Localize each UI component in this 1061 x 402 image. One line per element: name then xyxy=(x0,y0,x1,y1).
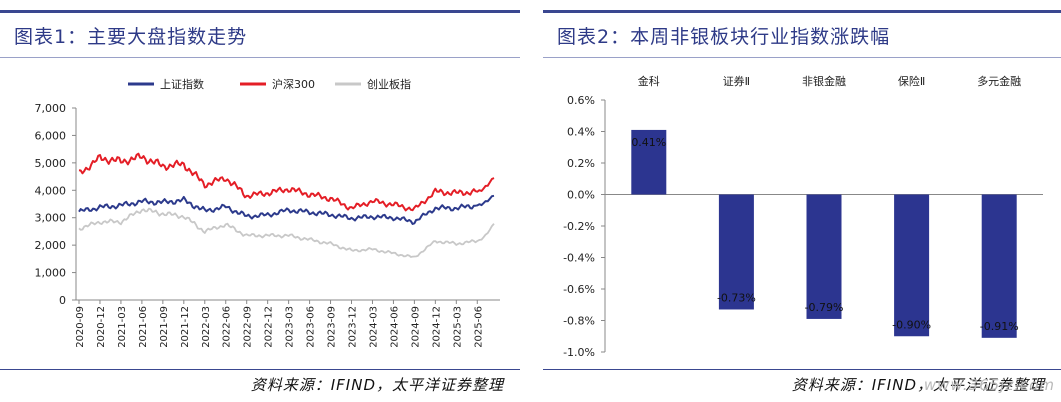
left-chart-title: 图表1：主要大盘指数走势 xyxy=(14,26,248,48)
x-tick-label: 2020-12 xyxy=(96,306,107,348)
x-tick-label: 2022-09 xyxy=(243,306,254,348)
x-tick-label: 2024-06 xyxy=(389,306,400,348)
legend-label: 创业板指 xyxy=(367,77,411,91)
x-tick-label: 2023-06 xyxy=(306,306,317,348)
x-tick-label: 2021-12 xyxy=(180,306,191,348)
y-tick-label: 5,000 xyxy=(35,157,67,170)
x-tick-label: 2025-03 xyxy=(452,306,463,348)
category-label: 金科 xyxy=(638,74,660,88)
series-line-3 xyxy=(78,207,495,258)
series-line-1 xyxy=(78,194,495,225)
x-tick-label: 2023-12 xyxy=(348,306,359,348)
y-tick-label: 6,000 xyxy=(35,129,67,142)
category-labels: 金科 证券Ⅱ 非银金融 保险Ⅱ 多元金融 xyxy=(638,74,1021,88)
bar-value-label: -0.91% xyxy=(980,320,1019,333)
y-tick-label: 3,000 xyxy=(35,212,67,225)
source-note: 资料来源：IFIND，太平洋证券整理 xyxy=(250,376,504,394)
legend-label: 上证指数 xyxy=(160,77,204,91)
category-label: 证券Ⅱ xyxy=(723,74,750,88)
source-note: 资料来源：IFIND，太平洋证券整理 xyxy=(791,376,1045,394)
bar-2 xyxy=(718,194,754,310)
x-tick-label: 2024-03 xyxy=(368,306,379,348)
y-tick-label: 1,000 xyxy=(35,267,67,280)
y-tick-label: 2,000 xyxy=(35,239,67,252)
y-tick-label: -0.8% xyxy=(563,315,595,328)
y-tick-label: 0.0% xyxy=(567,189,595,202)
category-label: 非银金融 xyxy=(802,74,846,88)
x-tick-label: 2021-09 xyxy=(159,306,170,348)
series-lines xyxy=(78,152,495,258)
x-tick-label: 2022-03 xyxy=(201,306,212,348)
x-tick-label: 2022-06 xyxy=(222,306,233,348)
y-tick-label: 0 xyxy=(59,294,66,307)
index-trend-chart: 上证指数 沪深300 创业板指 0 1,000 2,000 3,000 4,000 5,000… xyxy=(35,77,500,348)
x-tick-label: 2024-12 xyxy=(431,306,442,348)
bar-4 xyxy=(894,194,930,337)
bar-5 xyxy=(981,194,1017,338)
panel-top-rule xyxy=(543,10,1061,13)
panel-top-rule xyxy=(0,10,520,13)
x-tick-label: 2020-09 xyxy=(75,306,86,348)
bar-value-label: -0.79% xyxy=(805,301,844,314)
right-chart-panel: 图表2：本周非银板块行业指数涨跌幅 0.6% 0.4% 0.2% 0.0% -0.2% -… xyxy=(543,0,1061,402)
chart-legend: 上证指数 沪深300 创业板指 xyxy=(128,77,411,91)
bar-value-label: -0.90% xyxy=(892,318,931,331)
y-axis: 0.6% 0.4% 0.2% 0.0% -0.2% -0.4% -0.6% -0.8% -1.0… xyxy=(563,94,606,359)
bars: 0.41% -0.73% -0.79% -0.90% -0.91% xyxy=(631,129,1019,338)
x-tick-label: 2021-06 xyxy=(138,306,149,348)
x-tick-label: 2023-09 xyxy=(327,306,338,348)
y-tick-label: 0.4% xyxy=(567,126,595,139)
panel-bottom-rule xyxy=(0,369,520,370)
series-line-2 xyxy=(78,152,495,212)
title-divider xyxy=(543,57,1061,58)
title-divider xyxy=(0,57,520,58)
y-tick-label: -0.6% xyxy=(563,283,595,296)
left-chart-panel: 图表1：主要大盘指数走势 上证指数 沪深300 创业板指 0 1,000 2,000 3,… xyxy=(0,0,520,402)
sector-change-chart: 0.6% 0.4% 0.2% 0.0% -0.2% -0.4% -0.6% -0.8% -1.0… xyxy=(563,74,1043,359)
bar-3 xyxy=(806,194,842,319)
bar-value-label: -0.73% xyxy=(717,291,756,304)
category-label: 保险Ⅱ xyxy=(898,74,925,88)
x-tick-label: 2024-09 xyxy=(410,306,421,348)
legend-label: 沪深300 xyxy=(272,77,315,91)
y-tick-label: 0.2% xyxy=(567,157,595,170)
x-tick-label: 2022-12 xyxy=(264,306,275,348)
y-tick-label: -1.0% xyxy=(563,346,595,359)
y-tick-label: 4,000 xyxy=(35,184,67,197)
right-chart-title: 图表2：本周非银板块行业指数涨跌幅 xyxy=(557,26,891,48)
x-tick-label: 2023-03 xyxy=(285,306,296,348)
y-tick-label: 7,000 xyxy=(35,102,67,115)
x-axis: 2020-09 2020-12 2021-03 2021-06 2021-09 2021-… xyxy=(75,299,500,348)
watermark-text: www.365jz.com xyxy=(923,376,1055,394)
y-tick-label: -0.4% xyxy=(563,252,595,265)
x-tick-label: 2021-03 xyxy=(117,306,128,348)
bar-1 xyxy=(631,129,667,195)
category-label: 多元金融 xyxy=(977,74,1021,88)
panel-bottom-rule xyxy=(543,369,1061,370)
y-tick-label: -0.2% xyxy=(563,220,595,233)
bar-value-label: 0.41% xyxy=(631,136,666,149)
y-axis: 0 1,000 2,000 3,000 4,000 5,000 6,000 7,000 xyxy=(35,102,77,307)
x-tick-label: 2025-06 xyxy=(473,306,484,348)
y-tick-label: 0.6% xyxy=(567,94,595,107)
